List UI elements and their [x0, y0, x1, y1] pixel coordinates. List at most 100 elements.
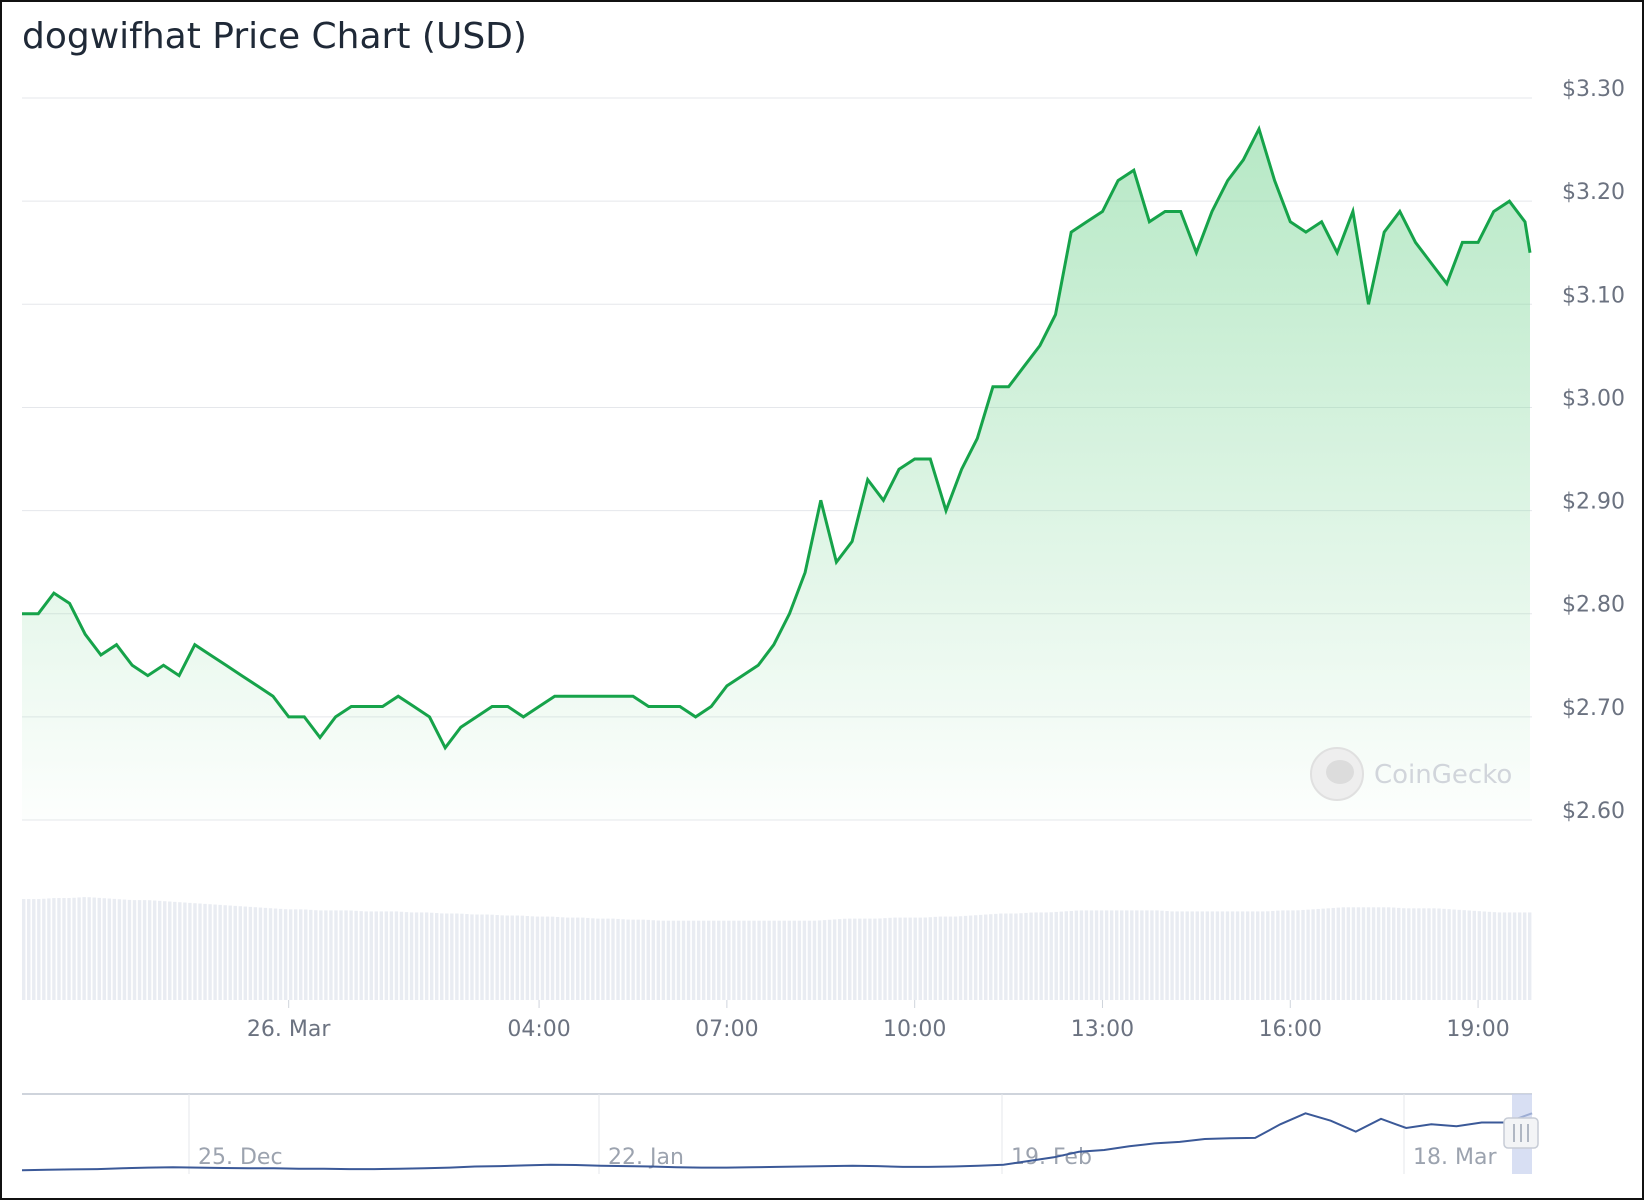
volume-bar — [349, 910, 353, 1000]
volume-bar — [812, 920, 817, 1000]
volume-bar — [918, 917, 922, 1000]
volume-bar — [268, 908, 273, 1000]
volume-bar — [777, 920, 781, 1000]
volume-bar — [304, 909, 308, 1000]
volume-bar — [1346, 907, 1351, 1000]
volume-bar — [772, 920, 776, 1000]
volume-bar — [1467, 910, 1471, 1000]
volume-bar — [1210, 911, 1215, 1000]
volume-bar — [591, 918, 595, 1000]
volume-bar — [1114, 910, 1119, 1000]
volume-bar — [183, 902, 187, 1000]
volume-bar — [92, 897, 96, 1000]
volume-bar — [742, 920, 746, 1000]
volume-bar — [147, 900, 152, 1000]
volume-bar — [757, 920, 761, 1000]
volume-bar — [37, 899, 41, 1000]
volume-bar — [1069, 910, 1074, 1000]
volume-bar — [571, 917, 575, 1000]
volume-bar — [339, 910, 343, 1000]
volume-bar — [57, 898, 61, 1000]
volume-bar — [419, 912, 424, 1000]
volume-bar — [656, 920, 661, 1000]
navigator[interactable]: 25. Dec 22. Jan 19. Feb 18. Mar — [21, 1093, 1539, 1174]
volume-bar — [787, 920, 791, 1000]
chart-title: dogwifhat Price Chart (USD) — [22, 16, 527, 57]
volume-bar — [394, 911, 399, 1000]
volume-bar — [1321, 908, 1325, 1000]
volume-bar — [1084, 910, 1089, 1000]
volume-bar — [1492, 912, 1497, 1000]
volume-bar — [1432, 908, 1436, 1000]
volume-bar — [198, 903, 202, 1000]
volume-bar — [344, 910, 348, 1000]
volume-bar — [273, 908, 278, 1000]
volume-bar — [52, 898, 56, 1000]
volume-bar — [968, 915, 973, 1000]
volume-bar — [1497, 912, 1502, 1000]
volume-bar — [1064, 911, 1069, 1000]
price-line[interactable] — [22, 124, 1532, 751]
volume-bar — [1427, 908, 1431, 1000]
volume-bar — [712, 920, 716, 1000]
volume-bar — [701, 920, 706, 1000]
volume-bar — [1271, 910, 1275, 1000]
volume-bar — [1462, 910, 1466, 1000]
volume-bar — [1477, 911, 1482, 1000]
volume-bar — [822, 920, 827, 1000]
y-tick-label: $2.60 — [1562, 799, 1625, 824]
volume-bar — [87, 897, 91, 1000]
volume-bar — [47, 898, 51, 1000]
volume-bar — [545, 916, 550, 1000]
volume-bar — [178, 902, 182, 1000]
volume-bar — [1502, 912, 1507, 1000]
volume-bar — [253, 907, 258, 1000]
volume-bar — [465, 914, 469, 1000]
volume-bar — [560, 917, 565, 1000]
volume-bar — [223, 905, 227, 1000]
volume-bar — [1160, 910, 1164, 1000]
volume-bar — [1366, 907, 1371, 1000]
volume-bar — [1059, 911, 1063, 1000]
volume-bar — [1261, 911, 1265, 1000]
volume-bar — [1507, 912, 1512, 1000]
y-axis: $2.60 $2.70 $2.80 $2.90 $3.00 $3.10 $3.20 $3.30 — [1562, 77, 1625, 824]
volume-bar — [752, 920, 756, 1000]
volume-bar — [22, 899, 26, 1000]
volume-bar — [288, 909, 293, 1000]
volume-bar — [1276, 910, 1280, 1000]
volume-bar — [293, 909, 298, 1000]
volume-bar — [636, 919, 640, 1000]
volume-bar — [1386, 907, 1391, 1000]
volume-bar — [515, 915, 520, 1000]
volume-bar — [414, 912, 419, 1000]
volume-bar — [626, 919, 630, 1000]
volume-bar — [1397, 907, 1401, 1000]
volume-bar — [409, 912, 414, 1000]
volume-bar — [1044, 912, 1048, 1000]
volume-bar — [364, 911, 368, 1000]
volume-bar — [485, 914, 489, 1000]
volume-bar — [727, 920, 731, 1000]
y-tick-label: $3.10 — [1562, 283, 1625, 308]
volume-bar — [1331, 907, 1335, 1000]
volume-bar — [953, 916, 958, 1000]
volume-bar — [424, 912, 429, 1000]
volume-bar — [188, 902, 192, 1000]
volume-bar — [550, 916, 555, 1000]
volume-bar — [1175, 911, 1179, 1000]
volume-bar — [399, 911, 404, 1000]
volume-bar — [248, 906, 253, 1000]
volume-bar — [928, 917, 933, 1000]
volume-bar — [1109, 910, 1114, 1000]
volume-bar — [1150, 910, 1154, 1000]
volume-bar — [1200, 911, 1205, 1000]
coingecko-watermark: CoinGecko — [1310, 747, 1512, 801]
volume-bar — [868, 918, 872, 1000]
volume-bar — [853, 918, 857, 1000]
volume-bar — [389, 911, 394, 1000]
volume-bar — [429, 912, 434, 1000]
volume-bar — [898, 917, 902, 1000]
volume-bar — [1215, 911, 1220, 1000]
